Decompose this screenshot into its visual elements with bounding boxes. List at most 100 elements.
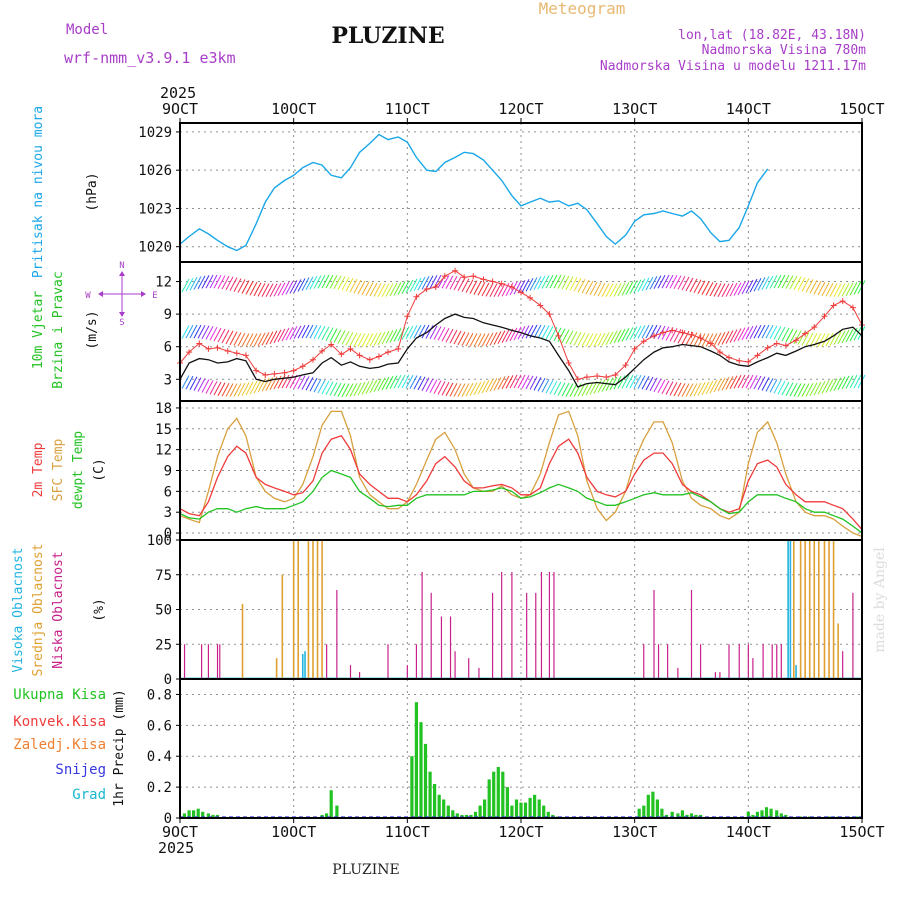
wind-gust-marker xyxy=(669,327,676,334)
wind-barb xyxy=(613,329,622,344)
wind-barb xyxy=(725,283,734,297)
wind-barb xyxy=(341,277,350,291)
wind-barb xyxy=(637,375,646,389)
precip-legend: Ukupna Kisa Konvek.Kisa Zaledj.Kisa Snijeg G… xyxy=(13,687,106,803)
wind-barb xyxy=(641,375,650,390)
wind-barb xyxy=(685,383,694,397)
wind-barb xyxy=(285,281,294,295)
wind-barb xyxy=(665,274,674,289)
wind-gust-marker xyxy=(660,329,667,336)
wind-barb xyxy=(633,374,642,389)
wind-barb xyxy=(313,325,322,339)
wind-gust-marker xyxy=(432,283,439,290)
wind-barb xyxy=(521,279,530,293)
wind-barb xyxy=(345,331,354,346)
wind-gust-marker xyxy=(782,342,789,349)
wind-gust-marker xyxy=(839,298,846,305)
wind-barb xyxy=(669,328,678,342)
wind-gust-marker xyxy=(461,274,468,281)
wind-barb xyxy=(269,283,278,297)
bottom-time-tick-label: 13OCT xyxy=(612,823,657,841)
wind-barb xyxy=(833,377,842,391)
y-tick-label: 25 xyxy=(155,637,172,653)
precip-bar xyxy=(651,791,655,818)
wind-barb xyxy=(377,283,386,297)
wind-barb xyxy=(245,281,254,295)
wind-barb xyxy=(445,382,454,397)
wind-gust-marker xyxy=(271,370,278,377)
model-name: wrf-nmm_v3.9.1 e3km xyxy=(64,49,236,67)
wind-barb xyxy=(577,383,586,397)
wind-barb xyxy=(541,325,550,339)
wind-barb xyxy=(241,382,250,396)
wind-barb xyxy=(761,276,770,290)
wind-barb xyxy=(397,374,406,389)
wind-barb xyxy=(301,277,310,291)
wind-barb xyxy=(445,328,454,343)
wind-barb xyxy=(221,329,230,344)
wind-barb xyxy=(353,333,362,347)
wind-barb xyxy=(645,276,654,291)
wind-gust-marker xyxy=(622,362,629,369)
wind-barb xyxy=(745,279,754,294)
wind-barb xyxy=(193,276,202,290)
wind-barb xyxy=(365,333,374,347)
precip-bar xyxy=(455,813,459,818)
wind-barb xyxy=(689,332,698,346)
wind-barb xyxy=(217,275,226,289)
wind-barb xyxy=(509,327,518,342)
wind-barb xyxy=(245,333,254,347)
precip-legend-item: Snijeg xyxy=(55,762,106,778)
wind-gust-marker xyxy=(697,335,704,342)
wind-barb xyxy=(629,280,638,294)
wind-barb xyxy=(437,327,446,341)
wind-barb xyxy=(565,276,574,290)
wind-barb xyxy=(365,282,374,296)
wind-barb xyxy=(721,376,730,391)
cloud-title-high: Visoka Oblacnost xyxy=(11,547,26,672)
precip-unit: 1hr Precip (mm) xyxy=(112,689,127,806)
wind-barb xyxy=(581,279,590,294)
wind-barb xyxy=(569,383,578,397)
wind-barb xyxy=(325,381,334,396)
top-time-tick-label: 15OCT xyxy=(839,100,884,118)
precip-bar xyxy=(546,811,550,818)
wind-barb xyxy=(733,375,742,389)
wind-barb xyxy=(797,277,806,291)
wind-barb xyxy=(697,382,706,396)
wind-barb xyxy=(181,325,190,339)
precip-bar xyxy=(779,813,783,818)
precip-bar xyxy=(423,743,428,818)
precip-bar xyxy=(464,814,468,818)
wind-barb xyxy=(845,375,854,389)
wind-barb xyxy=(609,330,618,345)
wind-barb xyxy=(337,383,346,397)
wind-barb xyxy=(537,275,546,290)
wind-barb xyxy=(409,375,418,389)
wind-barb xyxy=(705,380,714,395)
wind-barb xyxy=(449,275,458,290)
y-tick-label: 1029 xyxy=(138,125,172,141)
wind-barb xyxy=(809,333,818,347)
wind-barb xyxy=(821,380,830,394)
wind-barb xyxy=(681,276,690,291)
wind-barb xyxy=(853,326,862,341)
precip-panel: 0 0.2 0.4 0.6 0.8 xyxy=(147,678,863,827)
wind-barb xyxy=(373,378,382,393)
wind-barb xyxy=(785,328,794,343)
wind-barb xyxy=(421,377,430,391)
wind-barb xyxy=(505,375,514,389)
y-tick-label: 0 xyxy=(164,672,172,688)
precip-bar xyxy=(670,811,674,818)
wind-barb xyxy=(445,275,454,289)
wind-barb xyxy=(825,332,834,347)
wind-barb xyxy=(361,333,370,347)
wind-barb xyxy=(281,281,290,296)
wind-barb xyxy=(697,280,706,294)
wind-barb xyxy=(545,325,554,340)
wind-barb xyxy=(197,275,206,290)
wind-barb xyxy=(249,380,258,395)
wind-barb xyxy=(273,375,282,390)
wind-barb xyxy=(529,376,538,390)
wind-barb xyxy=(333,382,342,397)
